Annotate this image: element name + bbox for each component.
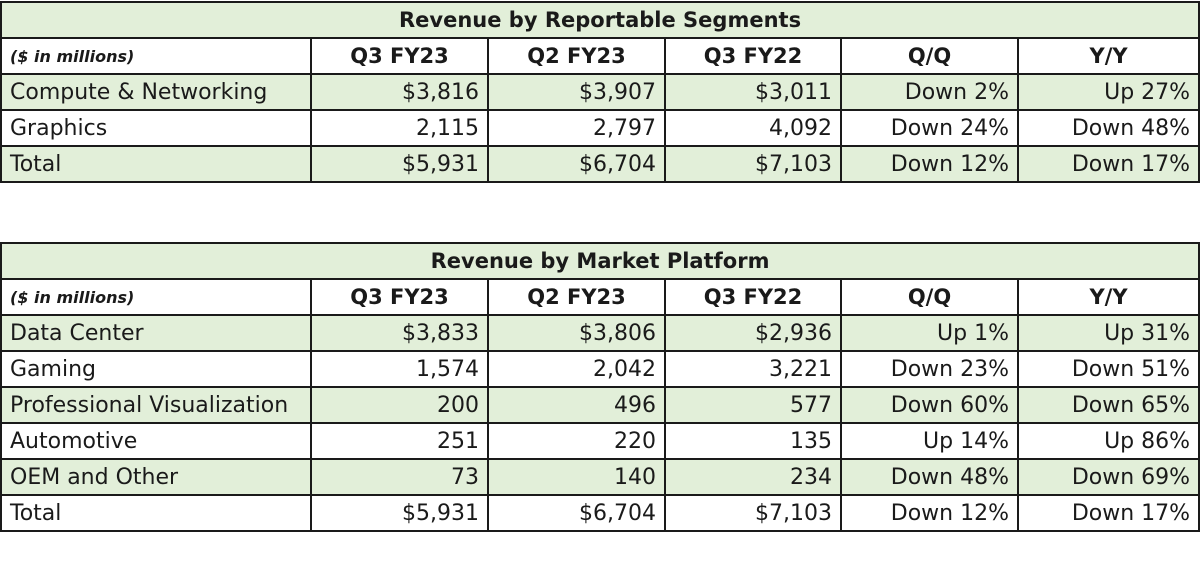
row-label: Total	[0, 494, 312, 532]
row-label: Gaming	[0, 350, 312, 388]
cell-value: Down 51%	[1016, 350, 1200, 388]
column-header: Q/Q	[840, 37, 1019, 75]
cell-value: $3,833	[310, 314, 489, 352]
cell-value: 220	[487, 422, 666, 460]
platform-table: Revenue by Market Platform ($ in million…	[0, 242, 1200, 532]
cell-value: Up 1%	[840, 314, 1019, 352]
cell-value: $3,806	[487, 314, 666, 352]
cell-value: Up 31%	[1016, 314, 1200, 352]
cell-value: Down 23%	[840, 350, 1019, 388]
cell-value: $2,936	[664, 314, 842, 352]
cell-value: $3,907	[487, 73, 666, 111]
table-header-row: ($ in millions) Q3 FY23 Q2 FY23 Q3 FY22 …	[0, 278, 1200, 316]
row-label: Professional Visualization	[0, 386, 312, 424]
cell-value: Up 27%	[1016, 73, 1200, 111]
table-row: OEM and Other 73 140 234 Down 48% Down 6…	[0, 458, 1200, 496]
column-header: Q3 FY23	[310, 37, 489, 75]
cell-value: 577	[664, 386, 842, 424]
cell-value: Down 2%	[840, 73, 1019, 111]
table-row: Gaming 1,574 2,042 3,221 Down 23% Down 5…	[0, 350, 1200, 388]
row-label: Total	[0, 145, 312, 183]
row-label: OEM and Other	[0, 458, 312, 496]
column-header: Q3 FY23	[310, 278, 489, 316]
row-label: Data Center	[0, 314, 312, 352]
cell-value: Up 14%	[840, 422, 1019, 460]
cell-value: $5,931	[310, 145, 489, 183]
cell-value: Down 48%	[1016, 109, 1200, 147]
table-row: Professional Visualization 200 496 577 D…	[0, 386, 1200, 424]
cell-value: 2,115	[310, 109, 489, 147]
column-header: Q2 FY23	[487, 37, 666, 75]
cell-value: $3,816	[310, 73, 489, 111]
column-header: Y/Y	[1016, 278, 1200, 316]
row-label: Graphics	[0, 109, 312, 147]
table-title: Revenue by Market Platform	[0, 242, 1200, 280]
cell-value: Down 60%	[840, 386, 1019, 424]
cell-value: 135	[664, 422, 842, 460]
cell-value: 140	[487, 458, 666, 496]
cell-value: $6,704	[487, 145, 666, 183]
table-row: Compute & Networking $3,816 $3,907 $3,01…	[0, 73, 1200, 111]
table-title: Revenue by Reportable Segments	[0, 1, 1200, 39]
cell-value: $3,011	[664, 73, 842, 111]
row-label: Compute & Networking	[0, 73, 312, 111]
units-label: ($ in millions)	[0, 278, 312, 316]
cell-value: 3,221	[664, 350, 842, 388]
column-header: Y/Y	[1016, 37, 1200, 75]
cell-value: 200	[310, 386, 489, 424]
cell-value: 251	[310, 422, 489, 460]
cell-value: Down 24%	[840, 109, 1019, 147]
cell-value: Down 12%	[840, 494, 1019, 532]
cell-value: Down 48%	[840, 458, 1019, 496]
cell-value: 234	[664, 458, 842, 496]
cell-value: 2,797	[487, 109, 666, 147]
cell-value: $7,103	[664, 494, 842, 532]
cell-value: Down 65%	[1016, 386, 1200, 424]
cell-value: Up 86%	[1016, 422, 1200, 460]
cell-value: 4,092	[664, 109, 842, 147]
column-header: Q3 FY22	[664, 278, 842, 316]
column-header: Q3 FY22	[664, 37, 842, 75]
segments-table: Revenue by Reportable Segments ($ in mil…	[0, 1, 1200, 183]
units-label: ($ in millions)	[0, 37, 312, 75]
cell-value: Down 17%	[1016, 494, 1200, 532]
cell-value: Down 17%	[1016, 145, 1200, 183]
cell-value: 2,042	[487, 350, 666, 388]
table-row: Total $5,931 $6,704 $7,103 Down 12% Down…	[0, 494, 1200, 532]
cell-value: $7,103	[664, 145, 842, 183]
table-title-row: Revenue by Market Platform	[0, 242, 1200, 280]
cell-value: Down 12%	[840, 145, 1019, 183]
cell-value: 1,574	[310, 350, 489, 388]
table-row: Automotive 251 220 135 Up 14% Up 86%	[0, 422, 1200, 460]
table-title-row: Revenue by Reportable Segments	[0, 1, 1200, 39]
table-row: Graphics 2,115 2,797 4,092 Down 24% Down…	[0, 109, 1200, 147]
column-header: Q/Q	[840, 278, 1019, 316]
cell-value: $5,931	[310, 494, 489, 532]
cell-value: 496	[487, 386, 666, 424]
cell-value: 73	[310, 458, 489, 496]
table-row: Total $5,931 $6,704 $7,103 Down 12% Down…	[0, 145, 1200, 183]
table-header-row: ($ in millions) Q3 FY23 Q2 FY23 Q3 FY22 …	[0, 37, 1200, 75]
cell-value: Down 69%	[1016, 458, 1200, 496]
row-label: Automotive	[0, 422, 312, 460]
cell-value: $6,704	[487, 494, 666, 532]
table-row: Data Center $3,833 $3,806 $2,936 Up 1% U…	[0, 314, 1200, 352]
column-header: Q2 FY23	[487, 278, 666, 316]
